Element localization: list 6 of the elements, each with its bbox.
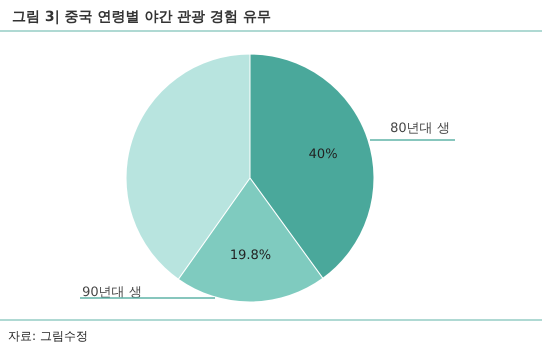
- data-label: 19.8%: [230, 248, 272, 263]
- chart-title: 그림 3| 중국 연령별 야간 관광 경험 유무: [12, 9, 271, 25]
- slice-label: 80년대 생: [390, 121, 450, 136]
- data-label: 40%: [308, 147, 338, 162]
- slice-label: 90년대 생: [82, 285, 142, 300]
- text: 자료: 그림수정: [8, 329, 88, 343]
